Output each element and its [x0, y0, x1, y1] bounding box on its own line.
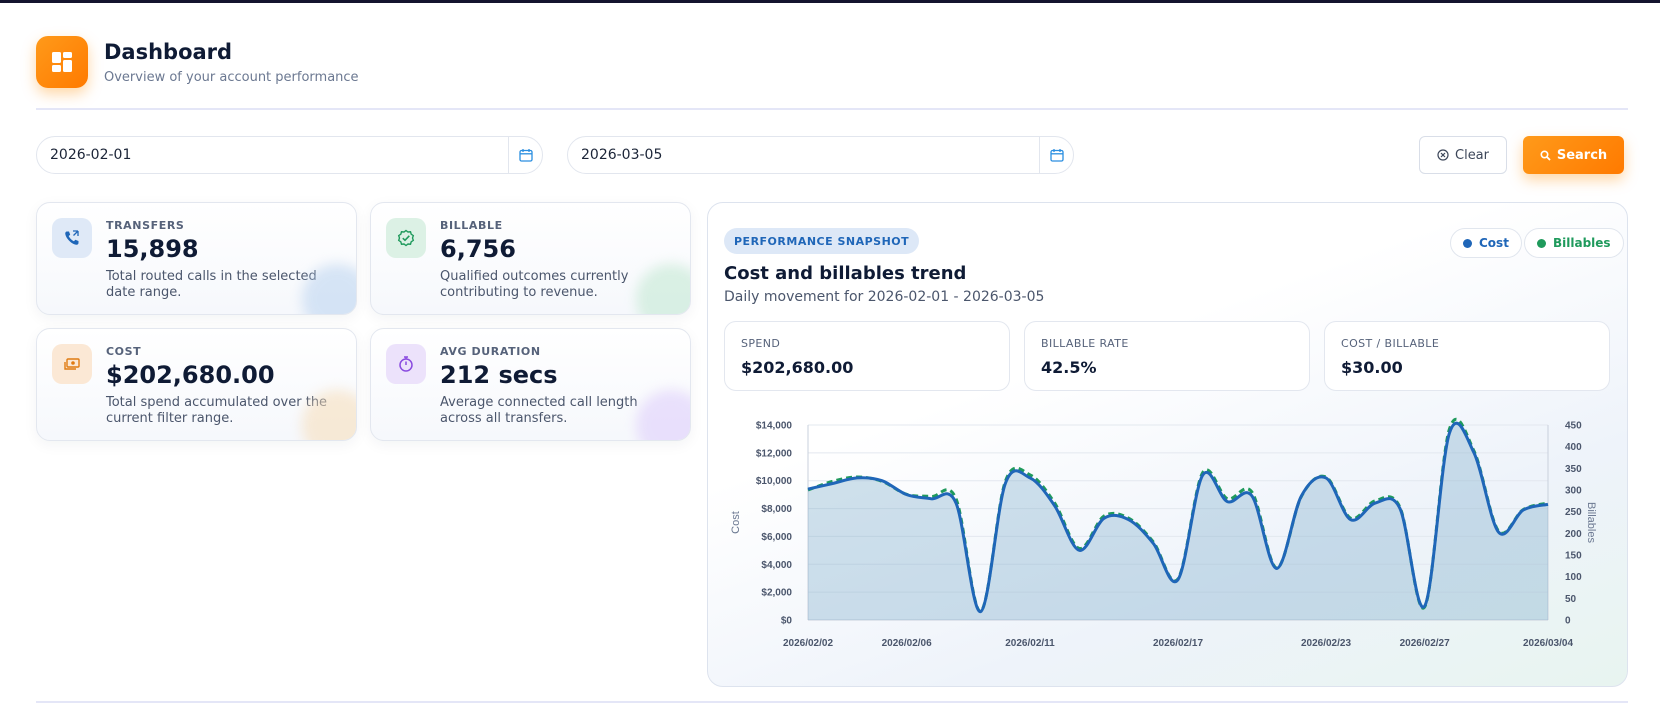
stat-card-avg-duration: AVG DURATION 212 secs Average connected … [370, 328, 691, 441]
metric-cost-per-billable: COST / BILLABLE $30.00 [1324, 321, 1610, 391]
y-tick-label: $4,000 [761, 560, 792, 571]
metric-label: BILLABLE RATE [1041, 337, 1129, 350]
start-date-field[interactable]: 2026-02-01 [36, 136, 543, 174]
stat-description: Total routed calls in the selected date … [106, 269, 317, 300]
clear-button[interactable]: Clear [1419, 136, 1507, 174]
phone-transfer-icon [52, 218, 92, 258]
cost-billables-chart: $0 $2,000 $4,000 $6,000 $8,000 $10,000 $12,000… [730, 418, 1597, 649]
check-badge-icon [386, 218, 426, 258]
end-date-value[interactable]: 2026-03-05 [581, 147, 663, 163]
legend-dot [1537, 238, 1546, 248]
search-button[interactable]: Search [1523, 136, 1624, 174]
y-tick-label: $2,000 [761, 588, 792, 599]
page-header: Dashboard Overview of your account perfo… [36, 36, 359, 88]
stat-description: Qualified outcomes currently contributin… [440, 269, 629, 300]
top-accent-bar [0, 0, 1660, 3]
metric-label: COST / BILLABLE [1341, 337, 1440, 350]
stat-label: TRANSFERS [106, 219, 185, 232]
x-tick-label: 2026/02/02 [783, 638, 833, 649]
x-tick-label: 2026/02/23 [1301, 638, 1351, 649]
page-subtitle: Overview of your account performance [104, 69, 359, 85]
performance-panel: PERFORMANCE SNAPSHOT Cost and billables … [707, 202, 1628, 687]
y-tick-label: $0 [781, 616, 793, 627]
y-axis-title: Cost [730, 511, 742, 534]
legend-label: Cost [1479, 236, 1509, 250]
y2-tick-label: 100 [1565, 572, 1582, 583]
y-tick-label: $6,000 [761, 532, 792, 543]
x-tick-label: 2026/02/06 [882, 638, 932, 649]
stat-value: 15,898 [106, 235, 199, 263]
stopwatch-icon [386, 344, 426, 384]
y2-tick-label: 50 [1565, 594, 1577, 605]
y2-tick-label: 150 [1565, 551, 1582, 562]
y2-tick-label: 350 [1565, 464, 1582, 475]
page-title: Dashboard [104, 39, 233, 64]
metric-label: SPEND [741, 337, 781, 350]
end-date-field[interactable]: 2026-03-05 [567, 136, 1074, 174]
x-tick-label: 2026/03/04 [1523, 638, 1573, 649]
stat-label: COST [106, 345, 142, 358]
stat-label: AVG DURATION [440, 345, 541, 358]
start-date-value[interactable]: 2026-02-01 [50, 147, 132, 163]
legend-label: Billables [1553, 236, 1611, 250]
dashboard-grid-icon [36, 36, 88, 88]
stat-card-transfers: TRANSFERS 15,898 Total routed calls in t… [36, 202, 357, 315]
y-tick-label: $8,000 [761, 504, 792, 515]
series-line-cost [807, 421, 1549, 614]
footer-divider [36, 701, 1628, 703]
metric-value: $30.00 [1341, 358, 1403, 377]
y-tick-label: $12,000 [756, 448, 793, 459]
metric-billable-rate: BILLABLE RATE 42.5% [1024, 321, 1310, 391]
y2-axis-title: Billables [1585, 502, 1597, 543]
y-tick-label: $14,000 [756, 421, 793, 432]
legend-dot [1463, 238, 1472, 248]
search-label: Search [1556, 147, 1608, 163]
stat-value: 6,756 [440, 235, 516, 263]
clear-circle-icon [1437, 149, 1449, 161]
x-tick-label: 2026/02/17 [1153, 638, 1203, 649]
x-tick-label: 2026/02/27 [1400, 638, 1450, 649]
legend-billables[interactable]: Billables [1524, 228, 1624, 258]
stat-card-billable: BILLABLE 6,756 Qualified outcomes curren… [370, 202, 691, 315]
y2-tick-label: 450 [1565, 421, 1582, 432]
x-tick-label: 2026/02/11 [1005, 638, 1055, 649]
money-icon [52, 344, 92, 384]
metric-spend: SPEND $202,680.00 [724, 321, 1010, 391]
y2-tick-label: 400 [1565, 442, 1582, 453]
y2-tick-label: 300 [1565, 486, 1582, 497]
header-divider [36, 108, 1628, 110]
stat-label: BILLABLE [440, 219, 503, 232]
stat-card-cost: COST $202,680.00 Total spend accumulated… [36, 328, 357, 441]
metric-value: $202,680.00 [741, 358, 854, 377]
stat-description: Total spend accumulated over the current… [106, 395, 328, 426]
metric-value: 42.5% [1041, 358, 1097, 377]
stat-value: 212 secs [440, 361, 558, 389]
clear-label: Clear [1455, 147, 1489, 163]
stat-description: Average connected call length across all… [440, 395, 638, 426]
calendar-icon[interactable] [1039, 137, 1073, 173]
panel-title: Cost and billables trend [724, 263, 967, 284]
panel-subtitle: Daily movement for 2026-02-01 - 2026-03-… [724, 289, 1045, 305]
search-icon [1540, 149, 1551, 161]
stat-value: $202,680.00 [106, 361, 275, 389]
series-area-cost [808, 423, 1548, 620]
legend-cost[interactable]: Cost [1450, 228, 1522, 258]
panel-badge: PERFORMANCE SNAPSHOT [724, 228, 920, 254]
y2-tick-label: 0 [1565, 616, 1571, 627]
y2-tick-label: 250 [1565, 507, 1582, 518]
y-tick-label: $10,000 [756, 476, 793, 487]
y2-tick-label: 200 [1565, 529, 1582, 540]
calendar-icon[interactable] [508, 137, 542, 173]
